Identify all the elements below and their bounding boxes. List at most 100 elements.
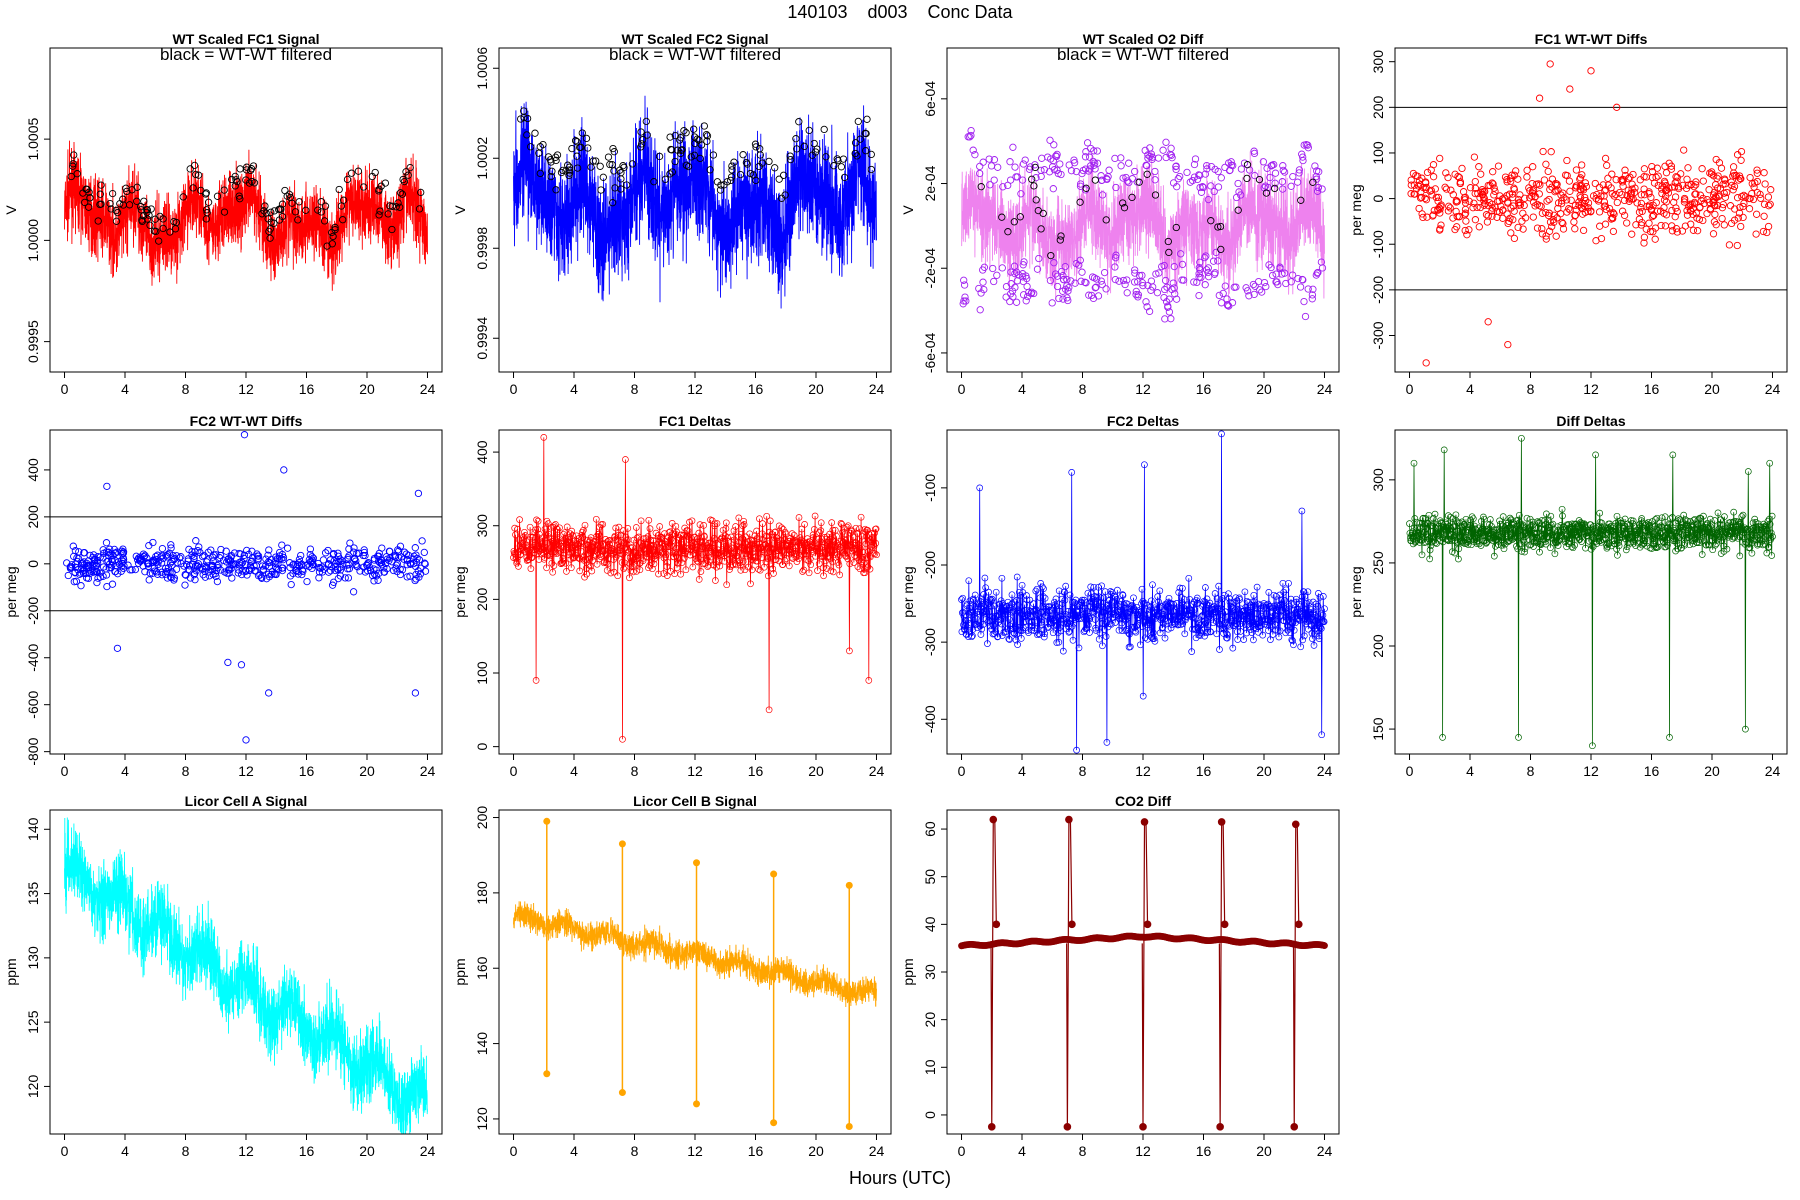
data-point [1764,222,1773,231]
data-point [198,552,207,561]
data-point [203,209,211,217]
data-point [769,565,777,573]
data-point [633,534,641,542]
data-point [191,569,199,578]
y-axis-label: per meg [1348,566,1364,617]
data-point [1545,209,1553,217]
data-point [1193,594,1201,602]
data-point [641,545,649,553]
data-point [1683,175,1691,183]
data-point [1737,147,1746,156]
data-point [349,588,358,596]
data-point [1143,303,1151,311]
plot-area-p2 [513,95,877,309]
data-point [526,523,534,531]
data-point [1614,551,1621,559]
data-point [1637,530,1645,538]
data-point [1245,292,1253,300]
data-point [680,555,688,562]
data-point [1692,190,1700,198]
data-point [538,543,546,551]
data-point [1160,293,1168,302]
data-point [1475,163,1483,171]
data-point [761,548,768,556]
data-point [209,570,217,579]
data-point [1554,199,1563,207]
data-point [760,542,768,549]
data-point [1618,207,1627,215]
data-point [865,677,873,684]
data-point [1462,515,1470,523]
data-point [1236,620,1244,628]
data-point [1566,187,1574,195]
data-point [959,594,967,602]
data-point [854,563,862,571]
x-tick-label: 24 [1317,763,1333,779]
data-point [871,550,879,557]
data-point [1572,184,1580,192]
data-point [1170,600,1177,608]
data-point [1538,517,1546,524]
data-point [593,532,601,540]
data-point [1199,611,1207,619]
data-point [728,162,736,170]
data-point [854,541,862,549]
data-point [1768,552,1776,559]
data-point [581,521,589,529]
data-point [977,598,984,605]
data-point [354,167,363,175]
data-point [1111,263,1119,271]
data-point [774,538,781,545]
data-point [1234,179,1242,188]
data-point [1658,514,1666,522]
data-point [1005,615,1013,623]
data-point [116,200,124,208]
data-point [966,133,974,141]
data-point [306,545,315,553]
data-point [1163,283,1171,291]
x-tick-label: 16 [1644,763,1660,779]
data-point [421,567,430,575]
series-o2-diff [961,151,1325,303]
data-point [1654,543,1662,551]
data-point [1643,524,1651,532]
data-point [1170,262,1178,271]
data-point [1452,196,1461,205]
data-point [1023,274,1031,283]
data-point [1255,175,1264,184]
data-point [842,553,850,560]
data-point [833,532,840,540]
data-point [170,217,178,226]
data-point [872,539,880,547]
data-point [1218,430,1225,438]
data-point [145,576,153,584]
data-point [1497,202,1505,210]
data-point [1649,228,1657,236]
data-point [1432,193,1440,202]
data-point [1714,509,1722,517]
data-point [1046,136,1054,144]
data-point [1124,600,1132,608]
x-tick-label: 20 [359,1143,375,1159]
data-point [564,539,571,546]
data-point [988,625,996,633]
data-point [1421,539,1428,546]
data-point [324,546,332,555]
data-point [1058,611,1065,618]
data-point [1421,178,1430,186]
data-point [544,520,552,527]
data-point [573,152,581,160]
x-tick-label: 4 [570,381,578,397]
data-point [1429,538,1436,546]
data-point [1272,270,1280,278]
data-point [801,521,808,528]
data-point [1312,600,1320,608]
data-point [612,524,620,532]
data-point [321,549,330,557]
data-point [1297,643,1305,651]
data-point [1013,597,1020,604]
data-point [1533,224,1542,232]
data-point [1153,289,1162,297]
